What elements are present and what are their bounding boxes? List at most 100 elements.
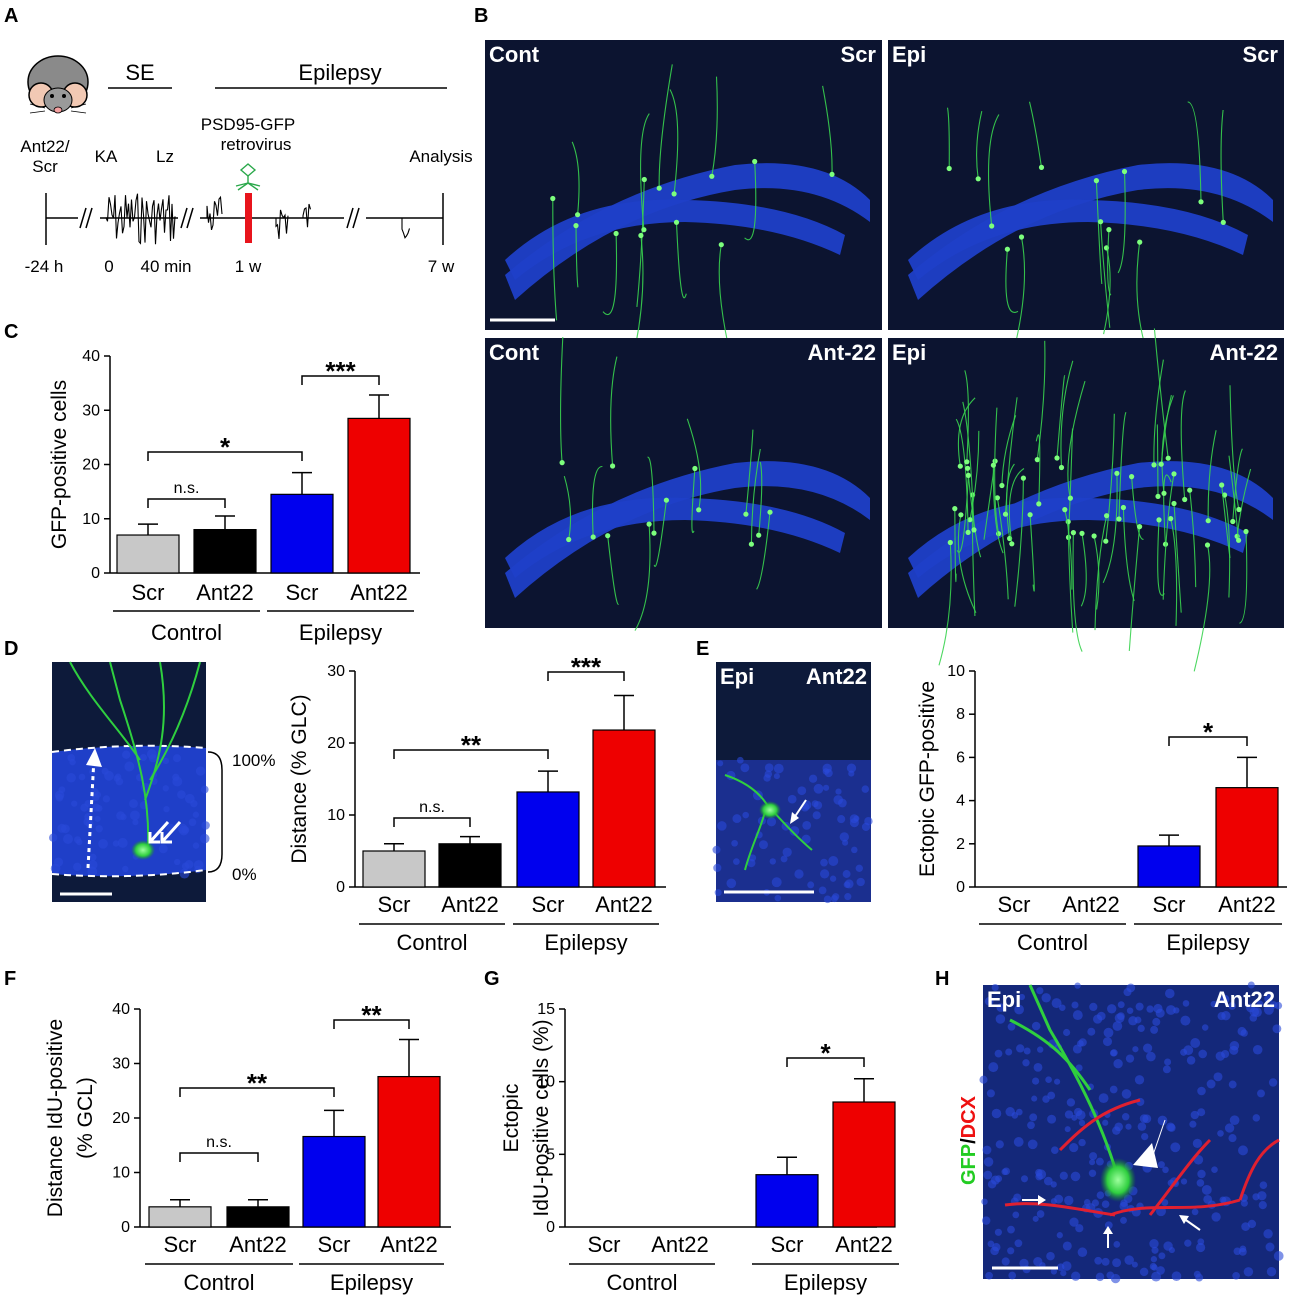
- gfp-cell: [767, 509, 773, 515]
- nucleus: [1198, 1049, 1208, 1059]
- gfp-cell: [590, 534, 596, 540]
- gcl-bottom-label: 0%: [232, 865, 257, 884]
- y-tick-label: 8: [956, 706, 965, 723]
- nucleus: [117, 837, 128, 848]
- nucleus: [101, 767, 109, 775]
- significance-bracket: [333, 1019, 410, 1029]
- nucleus: [80, 803, 89, 812]
- nucleus: [1192, 1138, 1203, 1149]
- gfp-cell: [965, 529, 971, 536]
- dendrite: [1060, 360, 1074, 468]
- gfp-cell: [1236, 506, 1242, 513]
- gfp-cell: [743, 511, 749, 517]
- nucleus: [1196, 1179, 1205, 1187]
- gfp-cell: [1004, 246, 1011, 252]
- nucleus: [115, 777, 124, 786]
- gfp-cell: [1054, 455, 1060, 461]
- nucleus: [200, 785, 209, 794]
- nucleus: [1190, 1110, 1199, 1120]
- dendrite: [1067, 380, 1086, 499]
- gfp-cell: [965, 472, 972, 478]
- gfp-cell: [952, 506, 958, 512]
- group-label: Epilepsy: [1166, 930, 1249, 955]
- nucleus: [1241, 1222, 1250, 1231]
- dendrite: [1187, 101, 1202, 202]
- nucleus: [1268, 1078, 1278, 1087]
- dendrite: [1207, 430, 1217, 521]
- bar: [755, 1174, 819, 1228]
- nucleus: [828, 856, 839, 866]
- nucleus: [63, 834, 73, 844]
- nucleus: [830, 895, 838, 903]
- gfp-cell: [1104, 513, 1110, 519]
- gfp-cell: [1009, 541, 1015, 547]
- dendrite: [1014, 478, 1024, 607]
- cell-pointer-arrows: [148, 820, 182, 844]
- y-tick-label: 15: [537, 1001, 555, 1018]
- category-label: Scr: [318, 1232, 351, 1257]
- nucleus: [158, 844, 168, 854]
- nucleus: [733, 858, 740, 865]
- bar: [377, 1075, 441, 1228]
- dendrite: [1036, 340, 1046, 460]
- timeline-axis: [45, 193, 444, 245]
- nucleus: [1033, 1257, 1043, 1267]
- nucleus: [837, 815, 846, 824]
- dendrite: [1128, 526, 1141, 651]
- nucleus: [747, 858, 756, 868]
- y-tick-label: 10: [82, 511, 100, 528]
- category-label: Scr: [771, 1232, 804, 1257]
- epilepsy-period-label: Epilepsy: [298, 60, 381, 85]
- bar: [347, 417, 411, 574]
- dendrite: [957, 397, 976, 467]
- gfp-cell: [1062, 507, 1068, 513]
- nucleus: [1257, 1191, 1267, 1201]
- nucleus: [808, 774, 818, 783]
- y-axis-label-line2: IdU-positive cells (%): [530, 1019, 553, 1216]
- y-axis-label-line2: (% GCL): [74, 1077, 97, 1159]
- y-tick-label: 40: [112, 1001, 130, 1018]
- nucleus: [1110, 1273, 1121, 1284]
- category-label: Scr: [164, 1232, 197, 1257]
- nucleus: [846, 763, 857, 773]
- y-axis-label: GFP-positive cells: [48, 380, 71, 549]
- nucleus: [1069, 1143, 1079, 1153]
- nucleus: [129, 810, 140, 821]
- group-label: Control: [607, 1270, 678, 1295]
- nucleus: [1075, 1224, 1084, 1233]
- micrograph-label-right: Scr: [1243, 42, 1279, 67]
- nucleus: [1089, 1002, 1098, 1012]
- nucleus: [1124, 1255, 1134, 1265]
- nucleus: [1032, 1077, 1040, 1085]
- nucleus: [1018, 993, 1026, 1001]
- panel-label-g: G: [484, 968, 500, 990]
- gfp-cell: [1027, 512, 1033, 518]
- nucleus: [1037, 1046, 1044, 1053]
- nucleus: [1239, 1245, 1247, 1253]
- dendrite: [956, 475, 969, 553]
- nucleus: [1056, 1263, 1065, 1271]
- micrograph-grid: Cont Scr Epi Scr Cont Ant-22 Epi Ant-22: [485, 40, 1284, 672]
- nucleus: [1150, 1025, 1159, 1034]
- nucleus: [1228, 1002, 1236, 1010]
- nucleus: [1005, 1048, 1013, 1056]
- nucleus: [1073, 1107, 1083, 1117]
- gcl-bracket: [207, 751, 223, 873]
- gfp-cell: [1070, 530, 1076, 536]
- y-axis-label: Distance (% GLC): [288, 694, 311, 863]
- nucleus: [1228, 1134, 1237, 1143]
- nucleus: [812, 811, 821, 820]
- gfp-cell: [829, 171, 835, 177]
- y-tick-label: 40: [82, 348, 100, 365]
- nucleus: [1050, 1198, 1057, 1205]
- nucleus: [822, 763, 832, 773]
- category-label: Scr: [532, 892, 565, 917]
- nucleus: [994, 1228, 1002, 1236]
- nucleus: [1126, 983, 1136, 993]
- time-7w: 7 w: [428, 257, 455, 276]
- nucleus: [1201, 1184, 1212, 1195]
- nucleus: [759, 840, 768, 850]
- y-axis-label-line1: Distance IdU-positive: [44, 1019, 67, 1217]
- nucleus: [1233, 1247, 1242, 1256]
